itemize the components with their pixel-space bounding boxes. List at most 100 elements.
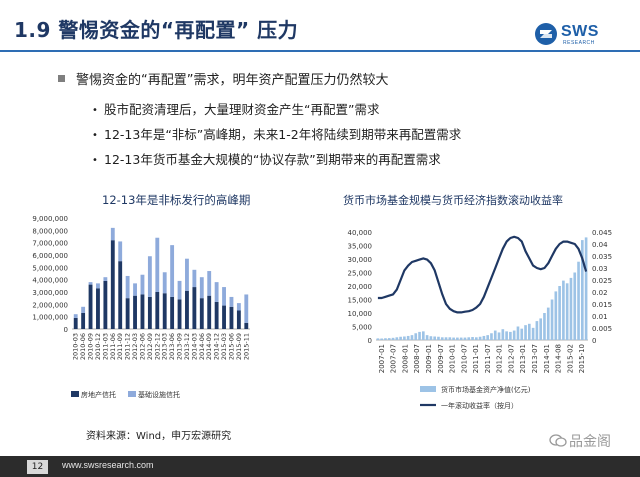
bar-fund-nav: [433, 336, 437, 340]
bar-fund-nav: [562, 280, 565, 340]
bar-fund-nav: [486, 335, 490, 340]
bar-infrastructure-trust: [177, 280, 182, 300]
x-tick-label: 2014-06: [198, 333, 206, 360]
sws-logo-icon: [535, 23, 557, 45]
sub-bullet-text: 股市配资清理后，大量理财资金产生“再配置”需求: [104, 102, 380, 117]
y-right-tick-label: 0.015: [592, 301, 612, 309]
y-right-tick-label: 0.02: [592, 289, 608, 297]
sub-bullet-text: 12-13年是“非标”高峰期，未来1-2年将陆续到期带来再配置需求: [104, 127, 462, 142]
bar-fund-nav: [414, 333, 418, 340]
title-divider: [0, 50, 640, 52]
y-left-tick-label: 30,000: [348, 256, 373, 264]
dot-bullet-icon: •: [92, 130, 98, 141]
x-tick-label: 2014-01: [543, 344, 551, 373]
x-tick-label: 2015-02: [566, 344, 574, 373]
dot-bullet-icon: •: [92, 105, 98, 116]
x-tick-label: 2013-09: [176, 333, 184, 360]
footer-url[interactable]: www.swsresearch.com: [62, 460, 154, 470]
bar-real-estate-trust: [110, 240, 115, 329]
y-right-tick-label: 0.035: [592, 253, 612, 261]
x-tick-label: 2012-09: [146, 333, 154, 360]
bar-fund-nav: [444, 337, 448, 340]
bar-infrastructure-trust: [118, 241, 123, 262]
bar-fund-nav: [425, 335, 429, 340]
square-bullet-icon: [58, 75, 65, 82]
bar-fund-nav: [482, 335, 486, 340]
bar-fund-nav: [421, 331, 425, 340]
y-tick-label: 9,000,000: [32, 215, 68, 223]
bar-fund-nav: [527, 323, 531, 340]
bar-fund-nav: [550, 299, 554, 340]
sws-logo: SWS RESEARCH: [534, 22, 626, 48]
bar-fund-nav: [580, 240, 584, 340]
x-tick-label: 2014-12: [213, 333, 221, 360]
x-tick-label: 2007-01: [378, 344, 386, 373]
x-tick-label: 2012-06: [138, 333, 146, 360]
bar-fund-nav: [569, 277, 573, 340]
bar-real-estate-trust: [236, 310, 241, 329]
bar-infrastructure-trust: [214, 282, 219, 302]
y-left-tick-label: 15,000: [348, 297, 373, 305]
legend-swatch: [71, 391, 79, 397]
bar-fund-nav: [531, 327, 535, 340]
bar-infrastructure-trust: [73, 314, 78, 318]
sub-bullet-text: 12-13年货币基金大规模的“协议存款”到期带来的再配置需求: [104, 152, 441, 167]
bar-infrastructure-trust: [110, 227, 115, 241]
y-tick-label: 7,000,000: [32, 240, 68, 248]
bar-infrastructure-trust: [147, 256, 152, 297]
bar-fund-nav: [509, 331, 512, 340]
bar-fund-nav: [452, 337, 455, 340]
bar-fund-nav: [391, 337, 395, 340]
x-tick-label: 2011-06: [109, 333, 117, 360]
line-rolling-yield: [377, 235, 588, 314]
bar-real-estate-trust: [192, 287, 197, 329]
dot-bullet-icon: •: [92, 155, 98, 166]
x-tick-label: 2010-12: [94, 333, 102, 360]
x-tick-label: 2015-11: [242, 333, 250, 360]
bar-fund-nav: [535, 321, 539, 340]
bar-real-estate-trust: [244, 322, 249, 329]
money-fund-chart: 0 5,000 10,000 15,000 20,000 25,000 30,000 35,0…: [348, 229, 613, 410]
bar-real-estate-trust: [162, 293, 167, 329]
x-tick-label: 2013-06: [168, 333, 176, 360]
bar-infrastructure-trust: [229, 296, 234, 307]
bar-infrastructure-trust: [162, 272, 167, 294]
bar-fund-nav: [478, 336, 482, 340]
bar-real-estate-trust: [229, 306, 234, 329]
x-tick-label: 2009-07: [437, 344, 445, 373]
x-tick-label: 2008-07: [413, 344, 421, 373]
main-bullet: 警惕资金的“再配置”需求，明年资产配置压力仍然较大: [58, 69, 388, 88]
chart-title-left: 12-13年是非标发行的高峰期: [102, 193, 251, 207]
bar-fund-nav: [577, 261, 580, 340]
page-number: 12: [27, 460, 48, 474]
bar-infrastructure-trust: [81, 306, 86, 313]
x-tick-label: 2010-07: [460, 344, 468, 373]
bar-fund-nav: [418, 331, 421, 340]
bar-fund-nav: [399, 336, 402, 340]
y-tick-label: 2,000,000: [32, 301, 68, 309]
watermark-text: 品金阁: [569, 434, 611, 450]
bar-fund-nav: [437, 336, 440, 340]
bar-fund-nav: [558, 286, 561, 340]
x-tick-label: 2013-12: [183, 333, 191, 360]
y-right-tick-label: 0.03: [592, 265, 608, 273]
x-tick-label: 2013-07: [531, 344, 539, 373]
x-tick-label: 2009-01: [425, 344, 433, 373]
bar-fund-nav: [448, 337, 452, 340]
bar-fund-nav: [474, 337, 478, 340]
bar-infrastructure-trust: [236, 303, 241, 311]
main-bullet-text: 警惕资金的“再配置”需求，明年资产配置压力仍然较大: [76, 73, 389, 88]
bar-real-estate-trust: [140, 294, 145, 329]
x-tick-label: 2014-08: [555, 344, 563, 373]
y-right-tick-label: 0.01: [592, 313, 608, 321]
bar-fund-nav: [516, 326, 520, 340]
sub-bullet: • 12-13年是“非标”高峰期，未来1-2年将陆续到期带来再配置需求: [92, 124, 461, 143]
source-note: 资料来源：Wind，申万宏源研究: [86, 431, 232, 442]
bar-real-estate-trust: [133, 295, 137, 329]
bar-fund-nav: [505, 331, 508, 340]
bar-fund-nav: [520, 328, 524, 340]
bar-fund-nav: [471, 337, 474, 340]
y-right-tick-label: 0.04: [592, 241, 608, 249]
y-tick-label: 6,000,000: [32, 252, 68, 260]
x-tick-label: 2015-06: [227, 333, 235, 360]
